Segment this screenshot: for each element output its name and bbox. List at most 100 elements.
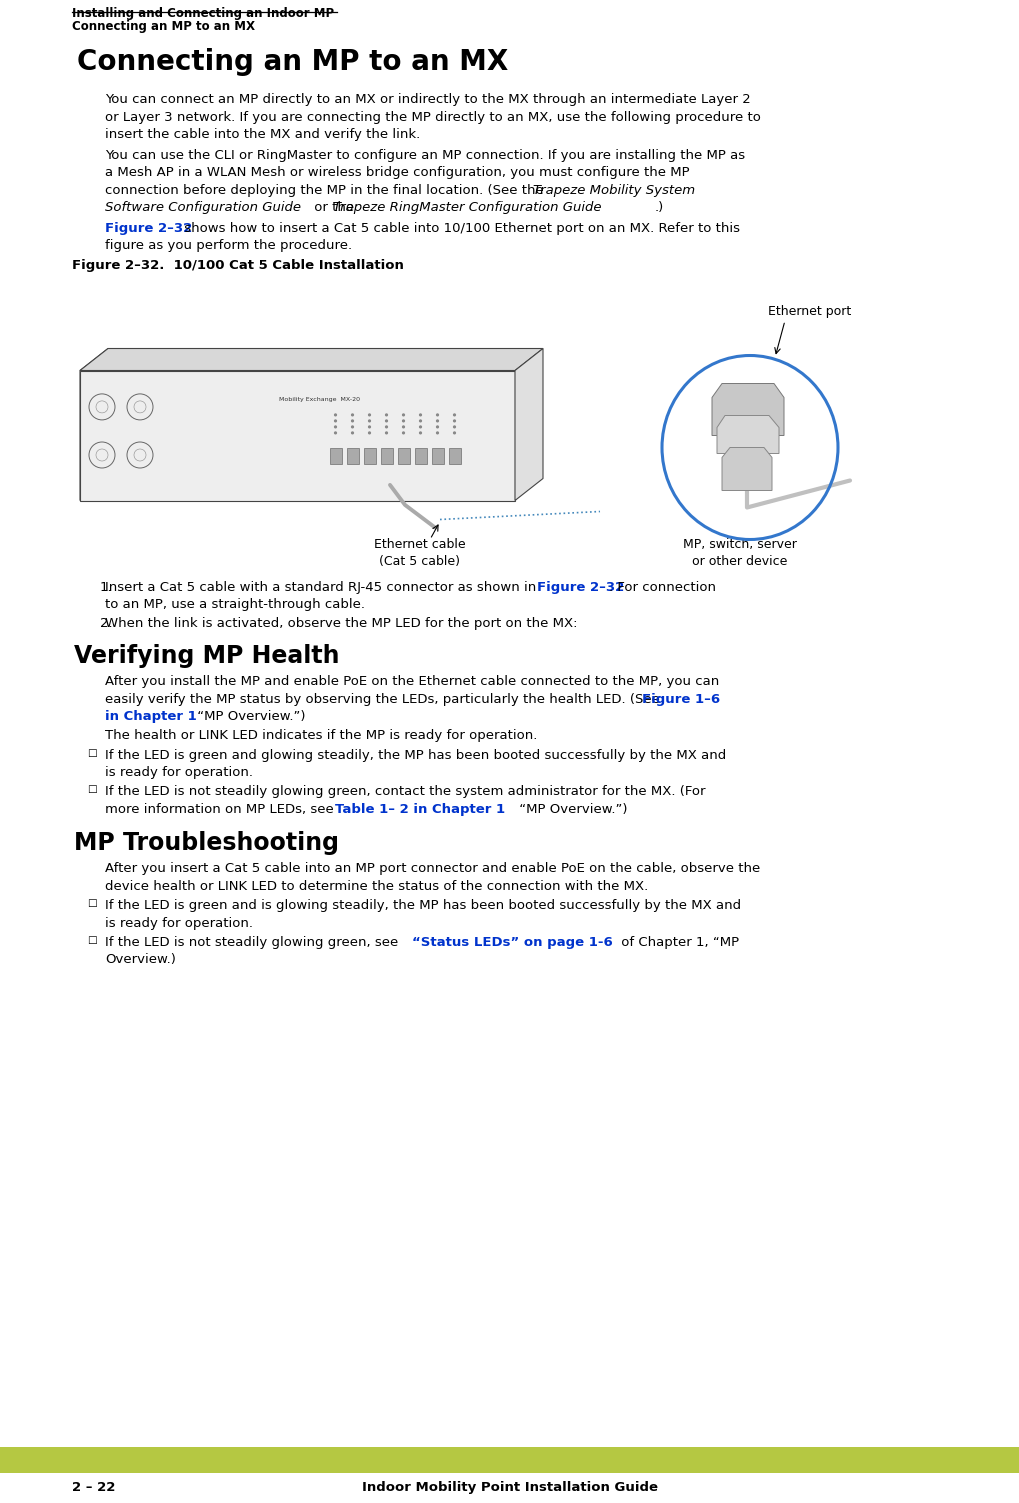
Circle shape [351, 431, 354, 434]
Bar [381, 448, 392, 464]
Circle shape [384, 419, 387, 422]
Text: .): .) [654, 201, 663, 213]
Polygon shape [711, 383, 784, 436]
Circle shape [435, 425, 438, 428]
Text: If the LED is green and is glowing steadily, the MP has been booted successfully: If the LED is green and is glowing stead… [105, 899, 741, 912]
Circle shape [384, 431, 387, 434]
Circle shape [419, 419, 422, 422]
Text: Connecting an MP to an MX: Connecting an MP to an MX [76, 48, 507, 77]
Text: “MP Overview.”): “MP Overview.”) [193, 709, 306, 723]
Text: figure as you perform the procedure.: figure as you perform the procedure. [105, 239, 352, 253]
Text: a Mesh AP in a WLAN Mesh or wireless bridge configuration, you must configure th: a Mesh AP in a WLAN Mesh or wireless bri… [105, 165, 689, 179]
Text: Figure 2–32: Figure 2–32 [536, 580, 624, 594]
Polygon shape [716, 415, 779, 454]
Text: of Chapter 1, “MP: of Chapter 1, “MP [616, 936, 739, 948]
Text: MP Troubleshooting: MP Troubleshooting [74, 831, 338, 855]
Text: Verifying MP Health: Verifying MP Health [74, 643, 339, 667]
Text: to an MP, use a straight-through cable.: to an MP, use a straight-through cable. [105, 598, 365, 612]
Bar [0, 1447, 1019, 1473]
Text: □: □ [87, 747, 97, 758]
Circle shape [452, 431, 455, 434]
Circle shape [333, 413, 336, 416]
Circle shape [368, 419, 371, 422]
Text: Figure 2–32: Figure 2–32 [105, 221, 192, 234]
Polygon shape [515, 349, 542, 500]
Circle shape [401, 431, 405, 434]
Text: □: □ [87, 785, 97, 794]
Circle shape [435, 431, 438, 434]
Text: Figure 1–6: Figure 1–6 [641, 693, 719, 705]
Circle shape [368, 425, 371, 428]
Text: You can connect an MP directly to an MX or indirectly to the MX through an inter: You can connect an MP directly to an MX … [105, 93, 750, 107]
Circle shape [384, 425, 387, 428]
Text: MP, switch, server: MP, switch, server [683, 538, 796, 550]
Text: You can use the CLI or RingMaster to configure an MP connection. If you are inst: You can use the CLI or RingMaster to con… [105, 149, 745, 161]
Text: Ethernet cable: Ethernet cable [374, 538, 466, 550]
Text: or other device: or other device [692, 555, 787, 568]
Text: If the LED is not steadily glowing green, contact the system administrator for t: If the LED is not steadily glowing green… [105, 785, 705, 798]
Text: □: □ [87, 935, 97, 945]
Text: or the: or the [310, 201, 358, 213]
Text: Mobility Exchange  MX-20: Mobility Exchange MX-20 [278, 397, 360, 401]
Polygon shape [79, 371, 515, 500]
Text: If the LED is green and glowing steadily, the MP has been booted successfully by: If the LED is green and glowing steadily… [105, 748, 726, 762]
Circle shape [384, 413, 387, 416]
Circle shape [452, 419, 455, 422]
Circle shape [419, 431, 422, 434]
Bar [397, 448, 410, 464]
Circle shape [452, 425, 455, 428]
Text: □: □ [87, 897, 97, 908]
Text: If the LED is not steadily glowing green, see: If the LED is not steadily glowing green… [105, 936, 403, 948]
Text: “Status LEDs” on page 1-6: “Status LEDs” on page 1-6 [412, 936, 612, 948]
Text: Insert a Cat 5 cable with a standard RJ-45 connector as shown in: Insert a Cat 5 cable with a standard RJ-… [105, 580, 540, 594]
Text: Installing and Connecting an Indoor MP: Installing and Connecting an Indoor MP [72, 8, 334, 20]
Polygon shape [79, 349, 542, 371]
Text: (Cat 5 cable): (Cat 5 cable) [379, 555, 460, 568]
Text: is ready for operation.: is ready for operation. [105, 767, 253, 779]
Text: is ready for operation.: is ready for operation. [105, 917, 253, 929]
Text: When the link is activated, observe the MP LED for the port on the MX:: When the link is activated, observe the … [105, 618, 577, 630]
Polygon shape [79, 349, 108, 500]
Bar [432, 448, 443, 464]
Circle shape [401, 419, 405, 422]
Circle shape [452, 413, 455, 416]
Text: 1.: 1. [100, 580, 112, 594]
Circle shape [435, 419, 438, 422]
Text: Trapeze RingMaster Configuration Guide: Trapeze RingMaster Configuration Guide [332, 201, 601, 213]
Text: Indoor Mobility Point Installation Guide: Indoor Mobility Point Installation Guide [362, 1480, 657, 1494]
Text: . For connection: . For connection [608, 580, 715, 594]
Text: shows how to insert a Cat 5 cable into 10/100 Ethernet port on an MX. Refer to t: shows how to insert a Cat 5 cable into 1… [179, 221, 739, 234]
Circle shape [333, 431, 336, 434]
Text: device health or LINK LED to determine the status of the connection with the MX.: device health or LINK LED to determine t… [105, 879, 648, 893]
Bar [330, 448, 341, 464]
Text: “MP Overview.”): “MP Overview.”) [515, 803, 627, 816]
Text: in Chapter 1: in Chapter 1 [105, 709, 197, 723]
Circle shape [351, 425, 354, 428]
Text: After you install the MP and enable PoE on the Ethernet cable connected to the M: After you install the MP and enable PoE … [105, 675, 718, 688]
Circle shape [333, 425, 336, 428]
Circle shape [401, 413, 405, 416]
Text: easily verify the MP status by observing the LEDs, particularly the health LED. : easily verify the MP status by observing… [105, 693, 663, 705]
Polygon shape [721, 448, 771, 490]
Text: Table 1– 2 in Chapter 1: Table 1– 2 in Chapter 1 [334, 803, 504, 816]
Bar [448, 448, 461, 464]
Text: Software Configuration Guide: Software Configuration Guide [105, 201, 301, 213]
Text: The health or LINK LED indicates if the MP is ready for operation.: The health or LINK LED indicates if the … [105, 729, 537, 742]
Circle shape [435, 413, 438, 416]
Text: connection before deploying the MP in the final location. (See the: connection before deploying the MP in th… [105, 183, 547, 197]
Text: Trapeze Mobility System: Trapeze Mobility System [533, 183, 694, 197]
Bar [415, 448, 427, 464]
Circle shape [419, 413, 422, 416]
Circle shape [368, 413, 371, 416]
Circle shape [368, 431, 371, 434]
Circle shape [333, 419, 336, 422]
Bar [346, 448, 359, 464]
Text: more information on MP LEDs, see: more information on MP LEDs, see [105, 803, 337, 816]
Circle shape [419, 425, 422, 428]
Text: Ethernet port: Ethernet port [767, 305, 851, 317]
Circle shape [351, 419, 354, 422]
Text: Overview.): Overview.) [105, 953, 175, 966]
Text: or Layer 3 network. If you are connecting the MP directly to an MX, use the foll: or Layer 3 network. If you are connectin… [105, 111, 760, 123]
Text: 2 – 22: 2 – 22 [72, 1480, 115, 1494]
Circle shape [351, 413, 354, 416]
